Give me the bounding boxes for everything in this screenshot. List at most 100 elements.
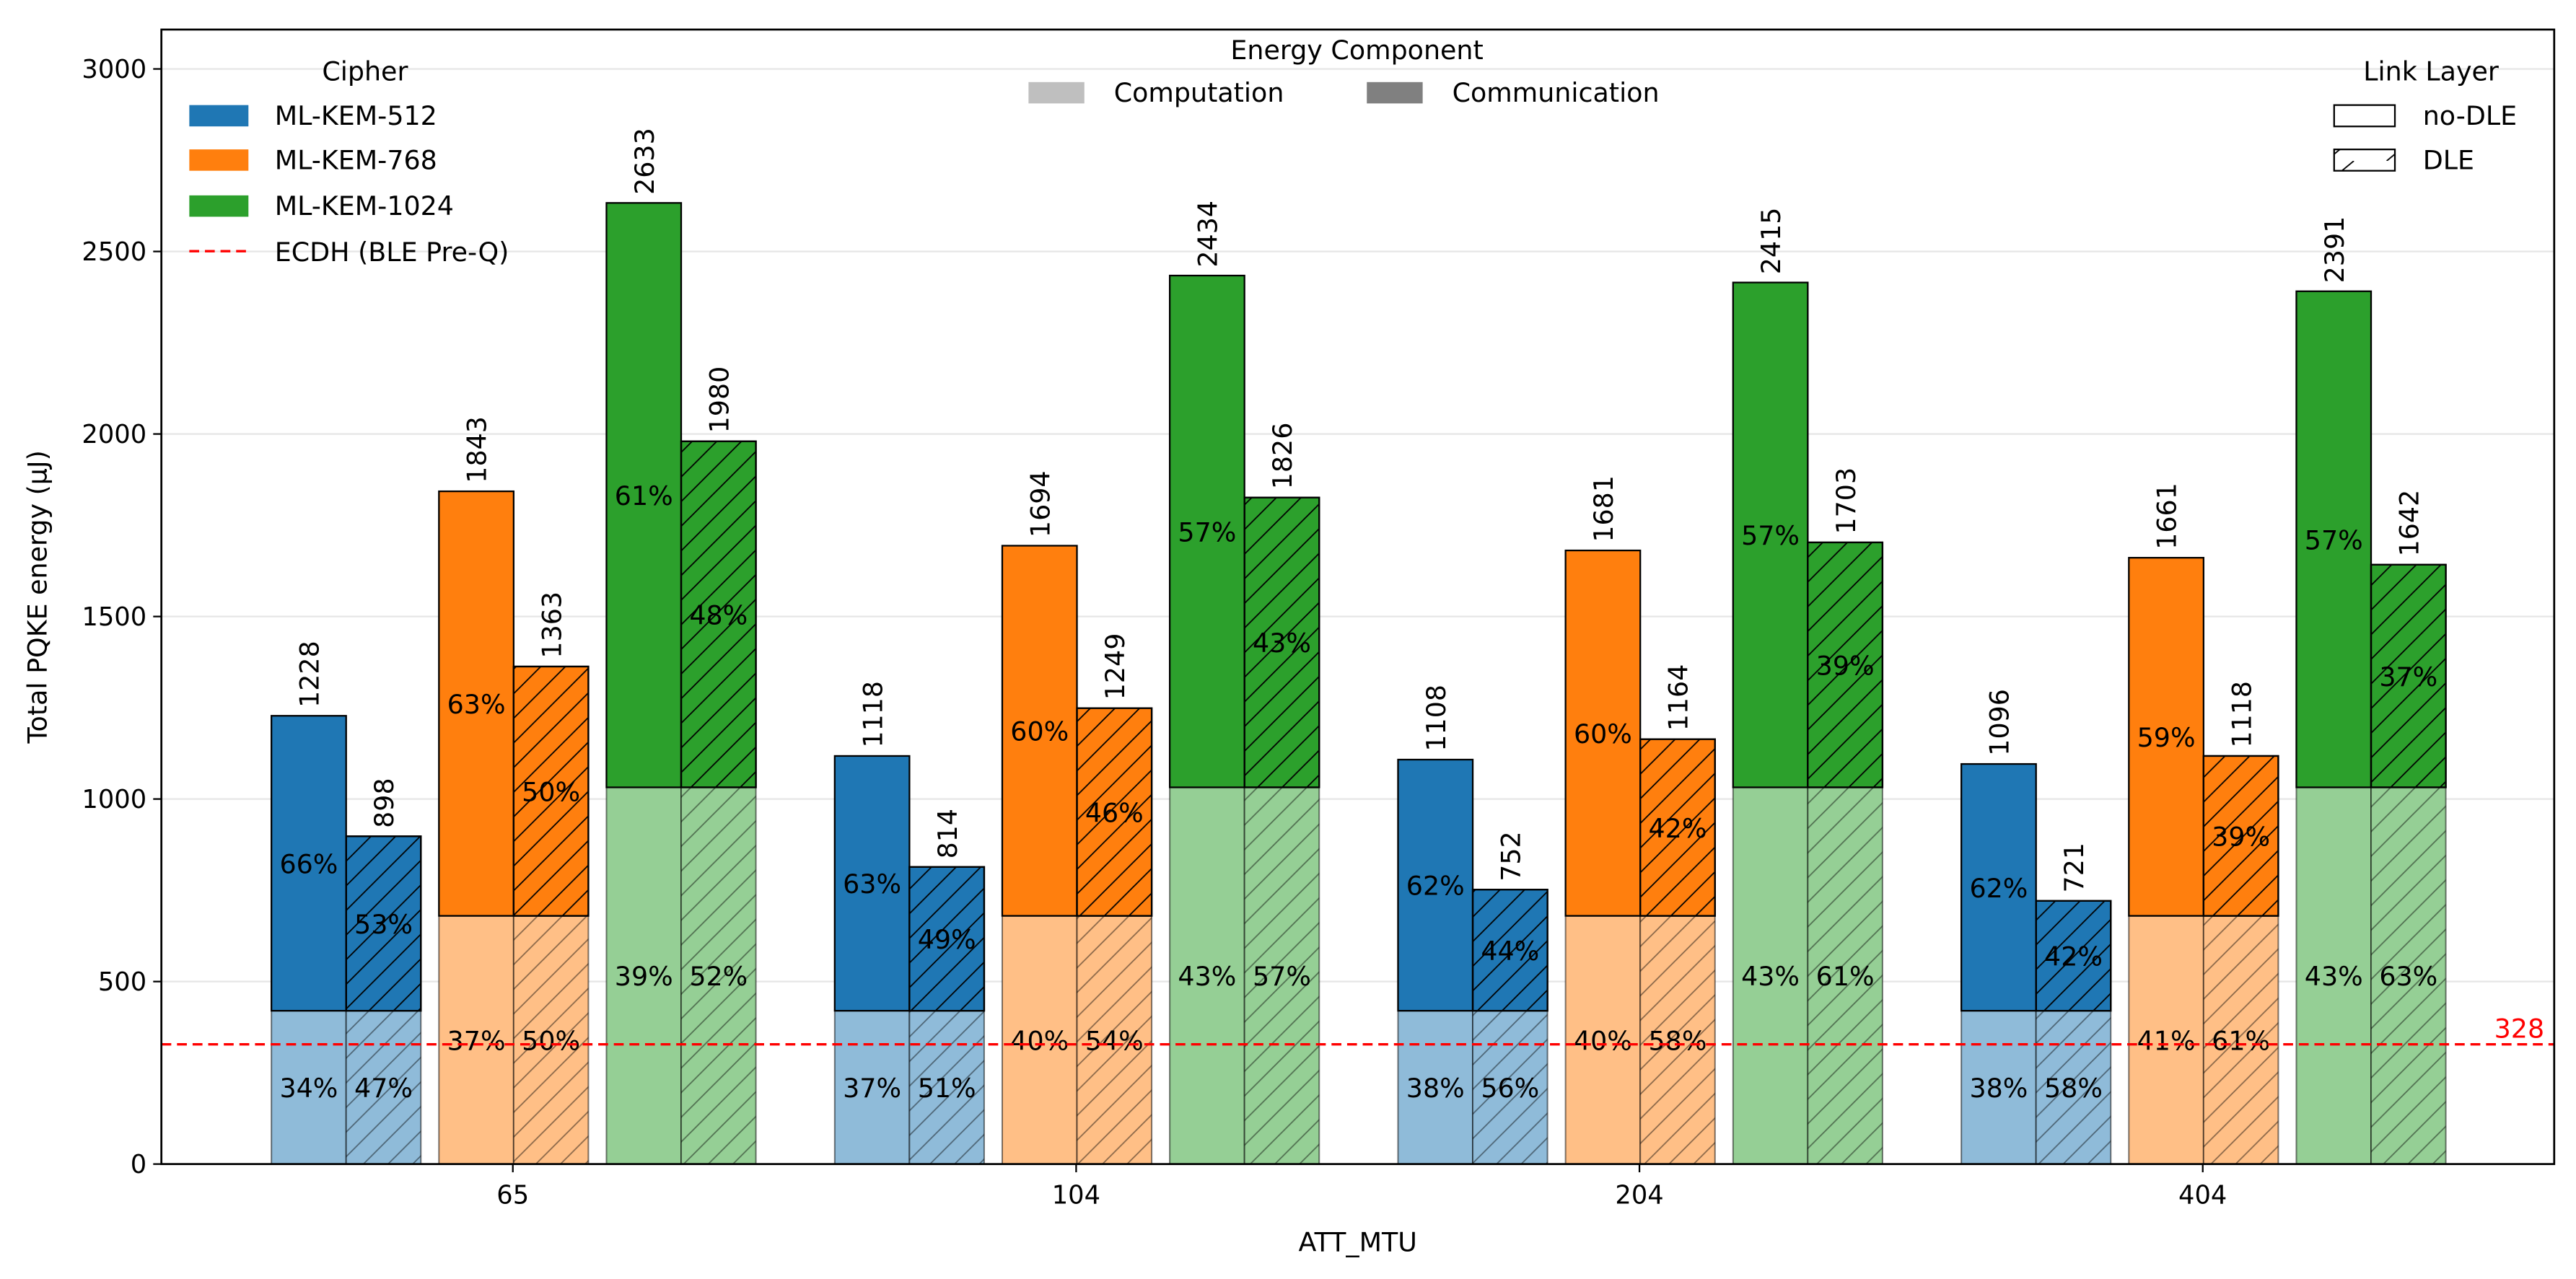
bar-computation-pct: 34%: [279, 1073, 338, 1104]
legend-component-title: Energy Component: [1230, 35, 1483, 66]
legend-swatch-no-dle: [2333, 104, 2396, 128]
bars: [271, 202, 2447, 1165]
bar-communication-pct: 61%: [615, 480, 673, 511]
y-tick-label: 2500: [82, 237, 146, 267]
bar-communication: [1397, 758, 1474, 1012]
x-tick-label: 65: [496, 1180, 529, 1210]
bar-communication-pct: 60%: [1010, 716, 1069, 747]
bar-computation-pct: 52%: [689, 961, 748, 992]
bar-computation-pct: 40%: [1574, 1025, 1632, 1056]
bar-computation-pct: 43%: [1741, 961, 1800, 992]
bar-total-label: 1096: [1984, 689, 2015, 756]
bar-computation-pct: 38%: [1406, 1073, 1465, 1104]
bar-communication-hatch: [1076, 707, 1153, 917]
bar-communication-pct: 46%: [1085, 797, 1144, 828]
bar-communication-hatch: [908, 866, 986, 1012]
legend-swatch-ml-kem-1024: [189, 195, 249, 217]
bar-communication-pct: 50%: [522, 776, 580, 807]
bar-computation-pct: 57%: [1253, 961, 1311, 992]
y-tick-label: 2000: [82, 420, 146, 449]
bar-communication-pct: 62%: [1969, 873, 2028, 904]
bar-computation-hatch: [1640, 915, 1715, 1164]
bar-computation-hatch: [1808, 787, 1883, 1164]
bar-communication-pct: 49%: [918, 924, 976, 955]
bar-computation: [2295, 786, 2373, 1165]
bar-communication: [438, 490, 515, 917]
bar-computation-pct: 37%: [843, 1073, 901, 1104]
y-tick-label: 1000: [82, 785, 146, 814]
legend-link-label: no-DLE: [2423, 100, 2517, 131]
bar-communication-pct: 48%: [689, 599, 748, 630]
bar-computation-pct: 51%: [918, 1073, 976, 1104]
bar-total-label: 1642: [2393, 490, 2424, 557]
bar-computation: [1564, 915, 1642, 1165]
bar-communication-hatch: [680, 440, 757, 788]
bar-total-label: 1249: [1100, 633, 1131, 700]
legend-component-label: Communication: [1453, 77, 1660, 108]
plot-frame: [160, 28, 2556, 1166]
bar-total-label: 752: [1495, 831, 1526, 882]
y-tick-label: 3000: [82, 55, 146, 84]
bar-computation: [833, 1010, 911, 1165]
bar-computation-pct: 47%: [354, 1073, 413, 1104]
bar-total-label: 1843: [462, 416, 493, 483]
legend-cipher-label: ML-KEM-1024: [275, 190, 454, 221]
y-axis-label: Total PQKE energy (μJ): [22, 450, 53, 744]
ecdh-reference-label: 328: [2494, 1014, 2545, 1045]
bar-communication: [1168, 274, 1245, 788]
bar-communication-pct: 44%: [1481, 936, 1539, 967]
bar-communication: [2295, 290, 2373, 788]
bar-computation-hatch: [346, 1011, 421, 1164]
bar-labels: 1228 66% 34% 898 53% 47% 1843 63% 37% 1363 50% 50% 2…: [279, 128, 2437, 1104]
bar-computation: [438, 915, 514, 1165]
bar-communication-hatch: [512, 665, 590, 917]
bar-communication-pct: 57%: [1741, 520, 1800, 551]
x-tick-label: 404: [2178, 1180, 2227, 1210]
bar-communication-pct: 42%: [1649, 813, 1707, 844]
y-tick-label: 500: [98, 967, 146, 997]
bar-total-label: 1363: [536, 592, 567, 659]
bar-computation-pct: 54%: [1085, 1025, 1144, 1056]
bar-computation-pct: 56%: [1481, 1073, 1539, 1104]
bar-total-label: 2633: [629, 128, 660, 195]
bar-communication: [833, 755, 911, 1012]
bar-total-label: 1108: [1421, 685, 1452, 752]
bar-communication-pct: 57%: [1178, 517, 1236, 548]
bar-communication: [1564, 549, 1642, 917]
bar-total-label: 1703: [1831, 467, 1862, 535]
bar-computation-hatch: [2036, 1011, 2111, 1164]
bar-total-label: 1694: [1025, 470, 1056, 537]
x-axis-label: ATT_MTU: [1299, 1226, 1417, 1257]
y-tick-label: 0: [131, 1150, 146, 1179]
legend-component-label: Computation: [1114, 77, 1284, 108]
bar-communication-pct: 39%: [1816, 650, 1875, 681]
legend-cipher-title: Cipher: [322, 56, 408, 87]
bar-communication: [271, 715, 347, 1012]
bar-computation-hatch: [1077, 915, 1152, 1164]
bar-computation-hatch: [513, 915, 589, 1164]
legend-cipher-label: ML-KEM-512: [275, 100, 437, 131]
bar-computation-pct: 43%: [1178, 961, 1236, 992]
bar-communication-pct: 42%: [2044, 941, 2103, 972]
bar-communication-pct: 39%: [2212, 821, 2270, 852]
bar-total-label: 1980: [704, 366, 735, 434]
bar-total-label: 1118: [857, 681, 888, 748]
bar-communication-pct: 66%: [279, 848, 338, 879]
bar-communication-pct: 60%: [1574, 718, 1632, 750]
bar-communication: [1732, 281, 1809, 788]
bar-communication-hatch: [2202, 755, 2279, 917]
bar-computation-pct: 58%: [1649, 1025, 1707, 1056]
bar-communication-pct: 63%: [447, 689, 506, 720]
legend-swatch-ml-kem-768: [189, 149, 249, 171]
bar-computation-pct: 61%: [2212, 1025, 2270, 1056]
bar-computation-hatch: [1473, 1011, 1548, 1164]
bar-total-label: 1118: [2226, 681, 2257, 748]
bar-computation: [1732, 786, 1809, 1165]
bar-communication-pct: 62%: [1406, 871, 1465, 902]
bar-communication-pct: 53%: [354, 909, 413, 940]
legend-swatch-ml-kem-512: [189, 105, 249, 127]
legend-swatch-communication: [1367, 82, 1423, 104]
bar-computation-pct: 63%: [2379, 961, 2437, 992]
bar-total-label: 2391: [2319, 216, 2350, 284]
bar-computation-hatch: [2371, 787, 2446, 1164]
